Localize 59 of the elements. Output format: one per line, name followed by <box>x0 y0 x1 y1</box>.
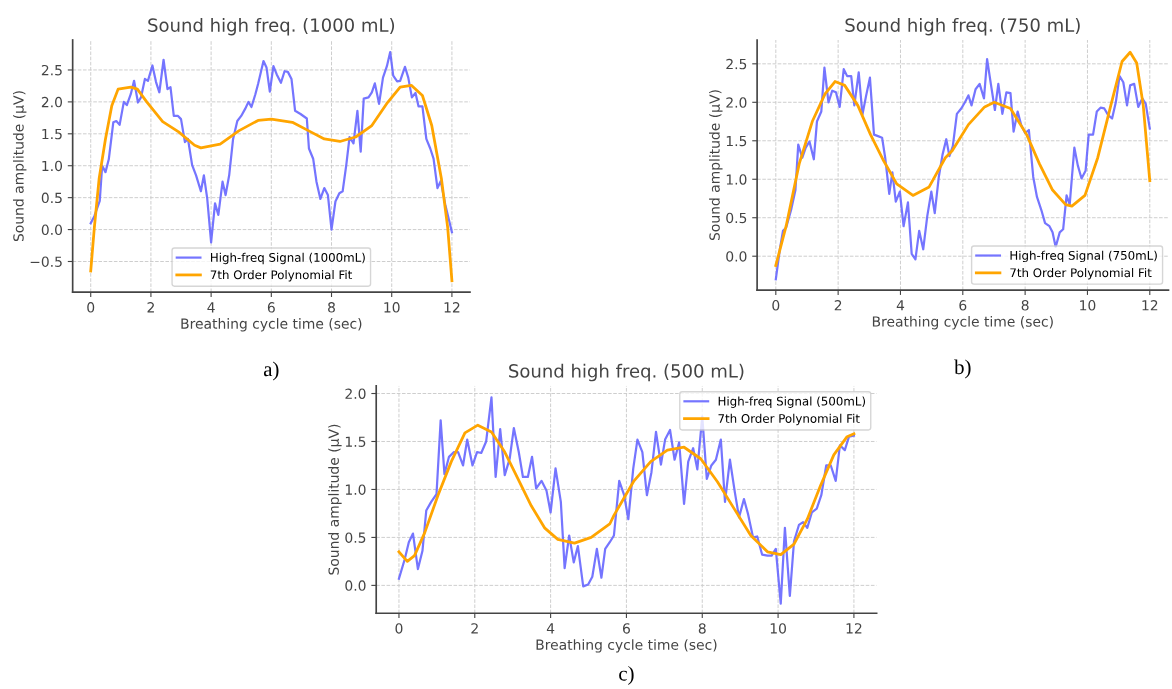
x-tick-label: 12 <box>444 302 460 313</box>
legend-label: 7th Order Polynomial Fit <box>1010 268 1152 280</box>
x-tick-label: 2 <box>471 623 478 634</box>
x-tick-label: 6 <box>267 302 275 313</box>
y-tick-label: 0.5 <box>726 212 747 224</box>
text: a) <box>263 361 279 381</box>
y-axis-title: Sound amplitude (μV) <box>328 424 342 575</box>
x-tick-label: 8 <box>698 623 706 634</box>
y-tick-label: 0.0 <box>41 224 63 236</box>
legend-label: High-freq Signal (500mL) <box>718 396 866 408</box>
x-tick-label: 8 <box>328 302 335 313</box>
x-tick-label: 0 <box>87 302 95 313</box>
legend-label: 7th Order Polynomial Fit <box>718 413 860 426</box>
x-tick-label: 4 <box>896 300 905 311</box>
x-tick-label: 10 <box>770 623 786 634</box>
line-series <box>89 83 454 283</box>
y-tick-label: 1.0 <box>42 160 63 172</box>
x-tick-label: 10 <box>384 302 400 313</box>
text: c) <box>619 665 634 685</box>
x-tick-label: 12 <box>1142 300 1158 311</box>
x-tick-label: 4 <box>207 302 215 313</box>
y-tick-label: 2.5 <box>726 58 747 70</box>
y-tick-label: 2.0 <box>41 96 63 108</box>
y-tick-label: −0.5 <box>30 256 62 267</box>
text: b) <box>954 359 971 379</box>
x-tick-label: 6 <box>959 300 967 311</box>
chart-title: Sound high freq. (1000 mL) <box>148 17 395 36</box>
x-tick-label: 12 <box>846 623 862 634</box>
y-axis-title: Sound amplitude (μV) <box>13 91 27 242</box>
x-tick-label: 2 <box>147 302 154 313</box>
chart-title: Sound high freq. (750 mL) <box>845 17 1080 36</box>
x-tick-label: 2 <box>834 300 842 311</box>
legend-label: High-freq Signal (750mL) <box>1010 250 1157 263</box>
legend-label: 7th Order Polynomial Fit <box>210 270 353 282</box>
x-axis-title: Breathing cycle time (sec) <box>872 316 1053 330</box>
chart-title: Sound high freq. (500 mL) <box>509 363 744 382</box>
y-tick-label: 0.0 <box>345 580 366 591</box>
y-tick-label: 0.5 <box>41 192 62 204</box>
y-tick-label: 1.5 <box>42 128 62 140</box>
y-tick-label: 1.5 <box>726 135 747 147</box>
x-tick-label: 0 <box>772 300 780 311</box>
x-tick-label: 0 <box>395 623 403 634</box>
y-tick-label: 2.0 <box>345 388 366 399</box>
y-axis-title: Sound amplitude (μV) <box>709 90 723 241</box>
x-tick-label: 8 <box>1021 300 1029 311</box>
x-tick-label: 6 <box>622 623 630 634</box>
x-tick-label: 4 <box>546 623 555 634</box>
x-axis-title: Breathing cycle time (sec) <box>181 318 362 332</box>
legend-label: High-freq Signal (1000mL) <box>211 252 365 265</box>
y-tick-label: 0.5 <box>345 532 366 543</box>
y-tick-label: 2.5 <box>41 64 62 76</box>
x-tick-label: 10 <box>1080 300 1096 311</box>
y-tick-label: 2.0 <box>726 97 747 108</box>
line-series <box>89 50 454 244</box>
y-tick-label: 0.0 <box>726 251 747 262</box>
y-tick-label: 1.0 <box>726 174 747 185</box>
x-axis-title: Breathing cycle time (sec) <box>536 639 717 653</box>
y-tick-label: 1.5 <box>345 436 366 447</box>
y-tick-label: 1.0 <box>345 484 366 495</box>
